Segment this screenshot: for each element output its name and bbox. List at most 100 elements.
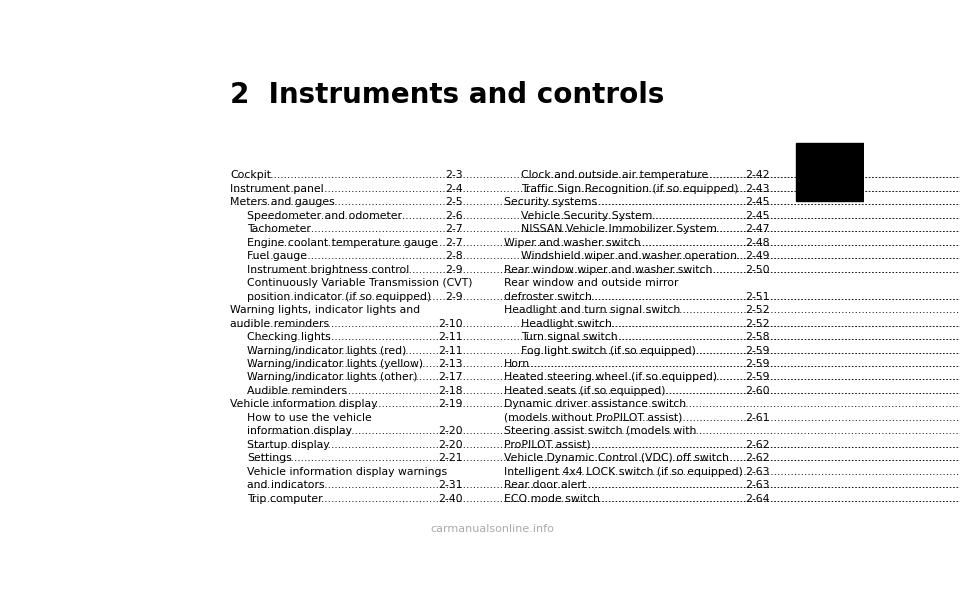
Text: Heated seats (if so equipped): Heated seats (if so equipped) [504,386,665,396]
Text: 2-20: 2-20 [438,440,463,450]
Text: 2-59: 2-59 [745,345,770,356]
Text: ................................................................................: ........................................… [251,238,960,247]
Text: Warning/indicator lights (yellow): Warning/indicator lights (yellow) [247,359,423,369]
Text: ................................................................................: ........................................… [508,373,960,382]
Text: Fuel gauge: Fuel gauge [247,251,307,261]
Text: 2-60: 2-60 [745,386,770,396]
Text: ................................................................................: ........................................… [508,413,960,423]
Text: Vehicle Dynamic Control (VDC) off switch: Vehicle Dynamic Control (VDC) off switch [504,453,729,463]
Text: 2-5: 2-5 [444,197,463,207]
Text: 2-49: 2-49 [745,251,770,261]
Text: Security systems: Security systems [504,197,597,207]
Text: ................................................................................: ........................................… [251,224,960,234]
Text: Warning/indicator lights (other): Warning/indicator lights (other) [247,373,418,382]
Text: 2-3: 2-3 [444,170,463,180]
Text: 2-18: 2-18 [438,386,463,396]
Text: 2-45: 2-45 [745,197,770,207]
Text: Settings: Settings [247,453,292,463]
Text: How to use the vehicle: How to use the vehicle [247,413,372,423]
Text: 2-7: 2-7 [444,224,463,234]
Text: 2-52: 2-52 [745,305,770,315]
Text: ................................................................................: ........................................… [251,426,960,436]
Text: Warning lights, indicator lights and: Warning lights, indicator lights and [230,305,420,315]
Text: ................................................................................: ........................................… [508,440,960,450]
Text: ................................................................................: ........................................… [508,467,960,477]
Text: ................................................................................: ........................................… [234,184,960,194]
Text: Turn signal switch: Turn signal switch [520,332,617,342]
Text: ................................................................................: ........................................… [508,305,960,315]
Text: ................................................................................: ........................................… [508,291,960,302]
Text: Instrument panel: Instrument panel [230,184,324,194]
Text: ................................................................................: ........................................… [234,400,960,409]
Text: ................................................................................: ........................................… [251,386,960,396]
Text: Intelligent 4x4 LOCK switch (if so equipped): Intelligent 4x4 LOCK switch (if so equip… [504,467,742,477]
Text: ................................................................................: ........................................… [524,184,960,194]
Text: ................................................................................: ........................................… [234,318,960,329]
Text: 2-11: 2-11 [438,345,463,356]
Text: audible reminders: audible reminders [230,318,329,329]
Text: 2-61: 2-61 [745,413,770,423]
Text: ................................................................................: ........................................… [234,170,960,180]
Text: 2-51: 2-51 [745,291,770,302]
Text: 2-59: 2-59 [745,359,770,369]
Text: Trip computer: Trip computer [247,494,323,503]
Text: ................................................................................: ........................................… [251,440,960,450]
Text: Engine coolant temperature gauge: Engine coolant temperature gauge [247,238,438,247]
Text: ECO mode switch: ECO mode switch [504,494,599,503]
Text: 2-43: 2-43 [745,184,770,194]
Text: Startup display: Startup display [247,440,329,450]
Text: 2-62: 2-62 [745,453,770,463]
Text: 2-19: 2-19 [438,400,463,409]
Text: Rear window wiper and washer switch: Rear window wiper and washer switch [504,265,712,275]
Text: 2-47: 2-47 [745,224,770,234]
Text: 2  Instruments and controls: 2 Instruments and controls [230,81,664,109]
Text: 2-4: 2-4 [444,184,463,194]
Text: ................................................................................: ........................................… [524,251,960,261]
Text: 2-63: 2-63 [745,480,770,490]
Text: ................................................................................: ........................................… [524,345,960,356]
Text: and indicators: and indicators [247,480,324,490]
Text: Rear door alert: Rear door alert [504,480,586,490]
Text: 2-63: 2-63 [745,467,770,477]
Text: Windshield wiper and washer operation: Windshield wiper and washer operation [520,251,736,261]
Text: Checking lights: Checking lights [247,332,331,342]
Text: Clock and outside air temperature: Clock and outside air temperature [520,170,708,180]
Text: ................................................................................: ........................................… [234,197,960,207]
Text: ................................................................................: ........................................… [251,211,960,221]
Text: Vehicle Security System: Vehicle Security System [520,211,652,221]
Text: Headlight switch: Headlight switch [520,318,612,329]
Text: ................................................................................: ........................................… [508,238,960,247]
Text: ................................................................................: ........................................… [251,494,960,503]
Text: 2-6: 2-6 [444,211,463,221]
Text: ................................................................................: ........................................… [508,480,960,490]
Text: Vehicle information display warnings: Vehicle information display warnings [247,467,447,477]
Text: 2-8: 2-8 [444,251,463,261]
Text: ................................................................................: ........................................… [524,318,960,329]
Text: Wiper and washer switch: Wiper and washer switch [504,238,640,247]
Text: ................................................................................: ........................................… [508,197,960,207]
Text: ................................................................................: ........................................… [508,453,960,463]
Text: 2-21: 2-21 [438,453,463,463]
Text: Heated steering wheel (if so equipped): Heated steering wheel (if so equipped) [504,373,717,382]
Text: 2-9: 2-9 [444,291,463,302]
Text: ................................................................................: ........................................… [251,265,960,275]
Text: 2-20: 2-20 [438,426,463,436]
Text: ................................................................................: ........................................… [251,251,960,261]
Text: 2-11: 2-11 [438,332,463,342]
Text: 2-48: 2-48 [745,238,770,247]
Text: 2-10: 2-10 [438,318,463,329]
Text: ................................................................................: ........................................… [251,480,960,490]
Text: Audible reminders: Audible reminders [247,386,348,396]
Text: Instrument brightness control: Instrument brightness control [247,265,409,275]
Text: 2-62: 2-62 [745,440,770,450]
Text: 2-13: 2-13 [438,359,463,369]
Text: ................................................................................: ........................................… [251,345,960,356]
Text: ................................................................................: ........................................… [508,386,960,396]
Text: Tachometer: Tachometer [247,224,311,234]
Text: NISSAN Vehicle Immobilizer System: NISSAN Vehicle Immobilizer System [520,224,716,234]
Text: Warning/indicator lights (red): Warning/indicator lights (red) [247,345,406,356]
Text: ................................................................................: ........................................… [524,211,960,221]
Text: Rear window and outside mirror: Rear window and outside mirror [504,278,678,288]
Text: Dynamic driver assistance switch: Dynamic driver assistance switch [504,400,685,409]
Text: ................................................................................: ........................................… [251,291,960,302]
